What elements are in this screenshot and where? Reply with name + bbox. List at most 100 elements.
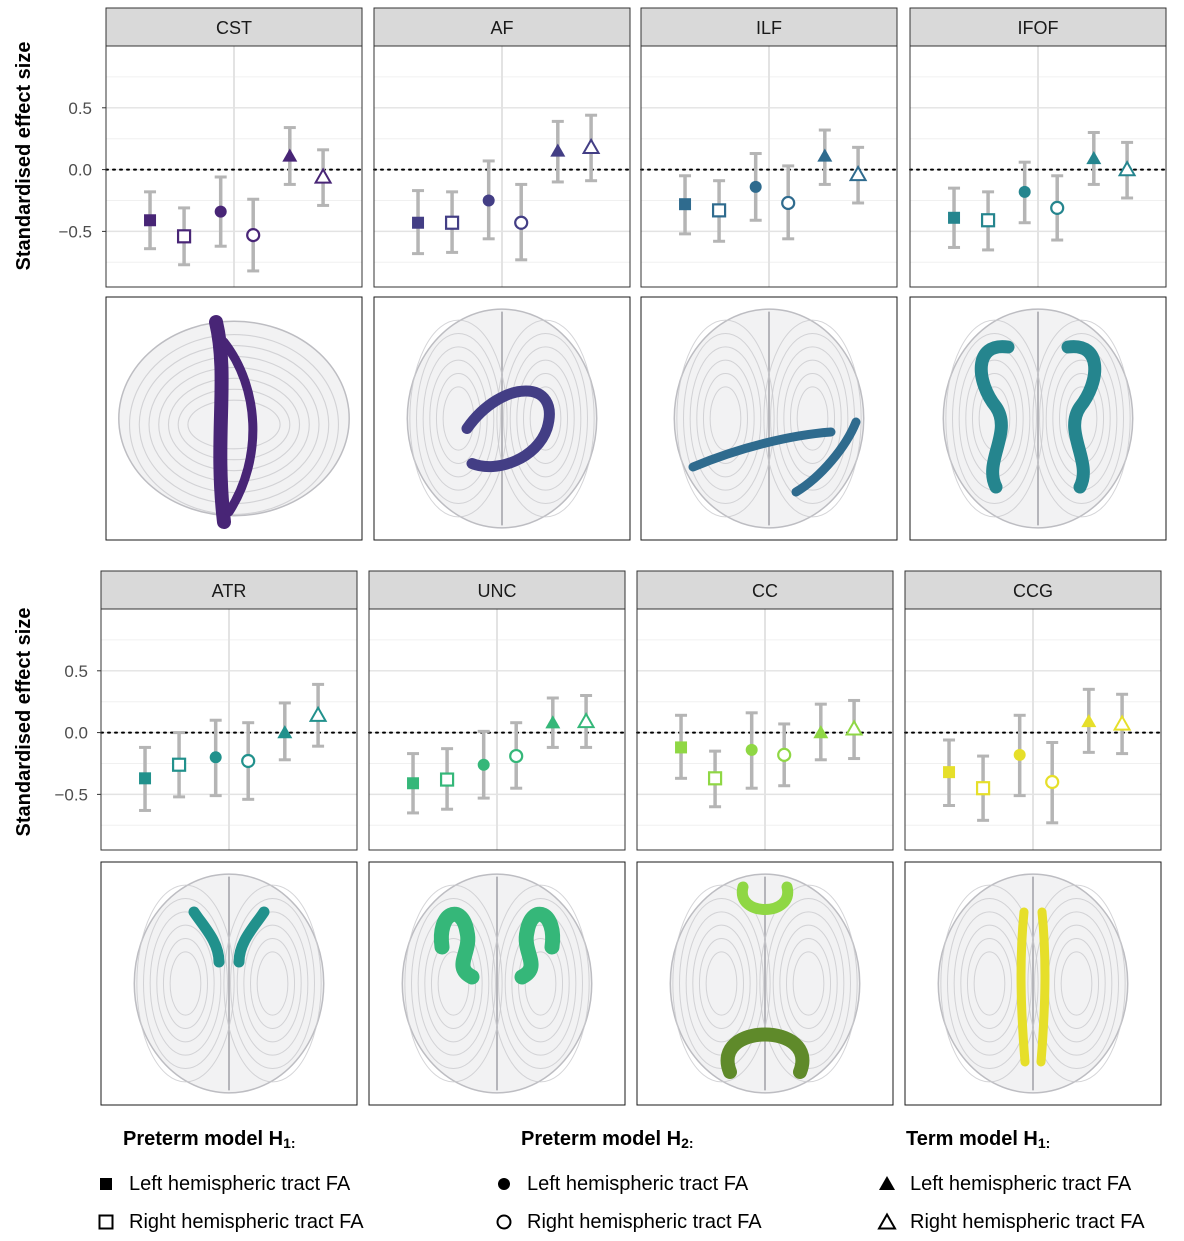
facet-strip [105,7,363,47]
brain-fold [940,884,1039,1083]
open-triangle-icon [877,1212,897,1230]
brain-fold [167,377,301,472]
tract [461,385,555,473]
data-point [581,137,601,154]
brain-fold [156,924,215,1043]
brain-illustration [406,308,598,529]
y-tick-label: 0.5 [68,99,92,118]
plot-border [373,45,631,288]
facet-title: ILF [756,18,782,38]
brain-fold [177,388,291,461]
facet-strip [636,570,894,610]
brain-fold [491,884,590,1083]
panel-ilf: ILF [640,7,898,541]
brain-fold [692,924,751,1043]
brain-fold [1060,951,1093,1016]
tract [209,315,231,529]
plot-border [100,608,358,851]
data-point [711,203,727,218]
tract [1036,907,1050,1067]
brain-fold [696,359,755,478]
data-point [282,148,298,162]
data-point [1013,748,1026,761]
data-point [139,772,152,785]
brain-illustration [673,308,865,529]
data-point [679,198,692,211]
brain-fold [503,332,589,505]
data-point [171,757,187,772]
data-point [975,781,991,796]
facet-strip [100,570,358,610]
data-point [477,758,490,771]
brain-fold [796,386,829,451]
brain-fold [422,346,495,491]
data-point [482,194,495,207]
facet-title: CC [752,581,778,601]
brain-fold [705,951,738,1016]
facet-title: CCG [1013,581,1053,601]
brain-fold [496,319,595,518]
data-point [777,747,792,762]
plot-border [105,45,363,288]
legend-item-right: Right hemispheric tract FA [493,1203,762,1241]
data-point [1018,185,1031,198]
data-point [545,715,561,729]
data-point [514,215,529,230]
brain-fold [766,897,852,1070]
facet-strip [368,570,626,610]
brain-fold [966,938,1012,1029]
data-point [707,771,723,786]
tract [974,340,1015,494]
brain-fold [792,951,825,1016]
panel-ifof: IFOF [909,7,1167,541]
data-point [509,748,524,764]
data-point [1117,160,1137,177]
y-tick-label: 0.0 [64,724,88,743]
panel-af: AF [373,7,631,541]
data-point [781,195,796,211]
brain-fold [415,332,501,505]
brain-fold [786,938,832,1029]
filled-square-icon [100,1178,112,1190]
brain-fold [129,334,339,515]
legend-label: Right hemispheric tract FA [129,1210,364,1233]
brain-fold [973,951,1006,1016]
data-point [745,743,758,756]
data-point [439,772,455,787]
facet-strip [904,570,1162,610]
tract [433,906,480,985]
plot-border [368,608,626,851]
data-point [948,211,961,224]
brain-fold [689,346,762,491]
data-point [214,205,227,218]
brain-fold [1054,938,1100,1029]
brain-fold [236,911,309,1056]
data-point [943,766,956,779]
facet-strip [640,7,898,47]
brain-fold [409,319,508,518]
tract [188,906,225,968]
data-point [550,143,566,157]
brain-fold [243,924,302,1043]
y-tick-label: −0.5 [54,785,88,804]
brain-fold [1034,897,1120,1070]
legend-item-right: Right hemispheric tract FA [95,1203,364,1241]
data-point [241,753,256,769]
brain-fold [250,938,296,1029]
legend-item-left: Left hemispheric tract FA [95,1165,364,1203]
brain-fold [404,884,503,1083]
legend-title: Term model H1: [906,1128,1051,1151]
data-point [576,711,596,729]
legend-item-left: Left hemispheric tract FA [493,1165,762,1203]
filled-circle-icon [498,1178,510,1190]
brain-illustration [401,873,593,1094]
brain-illustration [937,873,1129,1094]
brain-fold [951,332,1037,505]
brain-fold [230,897,316,1070]
data-point [848,165,868,182]
data-point [176,229,192,244]
brain-fold [779,924,838,1043]
legend-label: Left hemispheric tract FA [910,1172,1132,1195]
data-point [980,213,996,228]
